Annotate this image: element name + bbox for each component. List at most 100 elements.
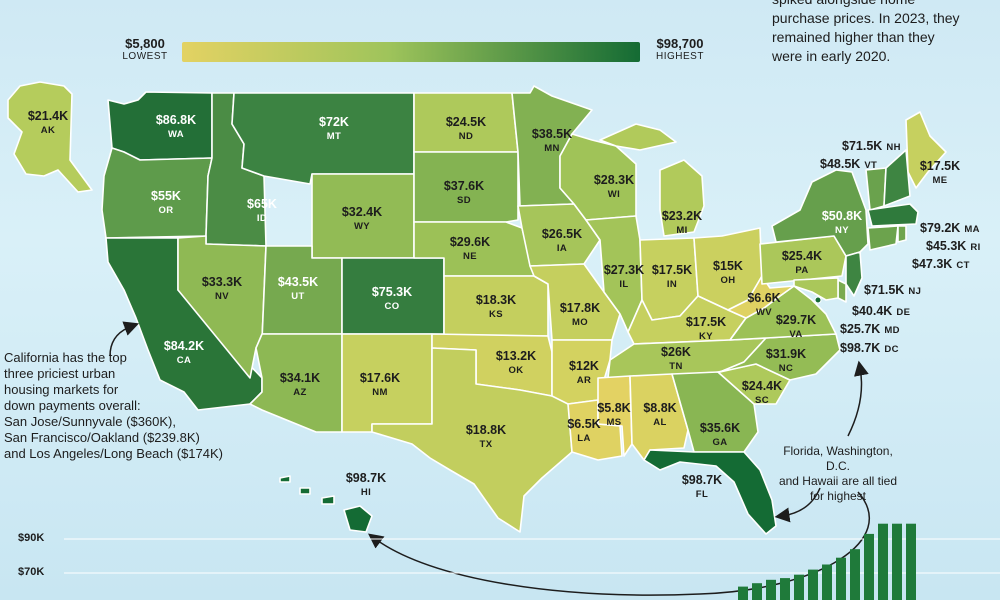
label-FL: $98.7K FL xyxy=(682,473,722,500)
svg-text:$50.8K: $50.8K xyxy=(822,209,862,223)
label-OK: $13.2K OK xyxy=(496,349,536,376)
legend-min: $5,800 LOWEST xyxy=(112,36,178,62)
state-VT xyxy=(865,167,887,211)
state-HI xyxy=(343,505,373,533)
label-NE: $29.6K NE xyxy=(450,235,490,262)
note-top-line: purchase prices. In 2023, they xyxy=(772,10,960,26)
state-RI xyxy=(897,225,907,243)
svg-text:WI: WI xyxy=(608,189,620,200)
y-tick-90k: $90K xyxy=(18,532,45,544)
svg-text:$32.4K: $32.4K xyxy=(342,205,382,219)
state-MT xyxy=(231,92,415,185)
svg-text:$8.8K: $8.8K xyxy=(643,401,676,415)
svg-text:IA: IA xyxy=(557,243,567,254)
label-CA: $84.2K CA xyxy=(164,339,204,366)
svg-text:$27.3K: $27.3K xyxy=(604,263,644,277)
label-ND: $24.5K ND xyxy=(446,115,486,142)
svg-text:MO: MO xyxy=(572,317,588,328)
label-WY: $32.4K WY xyxy=(342,205,382,232)
note-top-line: were in early 2020. xyxy=(772,48,891,64)
svg-text:$28.3K: $28.3K xyxy=(594,173,634,187)
svg-text:$17.5K: $17.5K xyxy=(920,159,960,173)
svg-text:$33.3K: $33.3K xyxy=(202,275,242,289)
arrow-dc xyxy=(847,360,869,437)
svg-text:$17.6K: $17.6K xyxy=(360,371,400,385)
state-labels: $21.4K AK $86.8K WA $55K OR $84.2K CA $65K ID… xyxy=(28,109,960,500)
svg-text:OR: OR xyxy=(158,205,173,216)
svg-text:$98.7K: $98.7K xyxy=(682,473,722,487)
svg-text:$21.4K: $21.4K xyxy=(28,109,68,123)
svg-text:KS: KS xyxy=(489,309,503,320)
label-WA: $86.8K WA xyxy=(156,113,196,140)
svg-text:MS: MS xyxy=(606,417,621,428)
svg-text:$38.5K: $38.5K xyxy=(532,127,572,141)
color-legend: $5,800 LOWEST $98,700 HIGHEST xyxy=(112,36,722,70)
label-OH: $15K OH xyxy=(713,259,743,286)
svg-text:$26.5K: $26.5K xyxy=(542,227,582,241)
label-TN: $26K TN xyxy=(661,345,691,372)
label-CT: $47.3K CT xyxy=(912,257,970,271)
bar xyxy=(766,579,776,600)
legend-gradient-bar xyxy=(182,42,640,62)
label-NM: $17.6K NM xyxy=(360,371,400,398)
svg-text:OH: OH xyxy=(720,275,735,286)
state-MA xyxy=(867,203,919,227)
svg-text:VA: VA xyxy=(789,329,802,340)
svg-text:$17.5K: $17.5K xyxy=(652,263,692,277)
svg-text:SD: SD xyxy=(457,195,471,206)
svg-text:$5.8K: $5.8K xyxy=(597,401,630,415)
bottom-bar-chart xyxy=(64,523,1000,600)
svg-text:NV: NV xyxy=(215,291,229,302)
label-WV: $6.6K WV xyxy=(747,291,780,318)
legend-min-label: LOWEST xyxy=(122,51,168,62)
svg-text:$23.2K: $23.2K xyxy=(662,209,702,223)
svg-text:NE: NE xyxy=(463,251,477,262)
label-OR: $55K OR xyxy=(151,189,181,216)
svg-text:MI: MI xyxy=(676,225,687,236)
label-AK: $21.4K AK xyxy=(28,109,68,136)
label-MT: $72K MT xyxy=(319,115,349,142)
label-UT: $43.5K UT xyxy=(278,275,318,302)
svg-text:$75.3K: $75.3K xyxy=(372,285,412,299)
svg-text:FL: FL xyxy=(696,489,708,500)
svg-text:NC: NC xyxy=(779,363,794,374)
label-ID: $65K ID xyxy=(247,197,277,224)
note-ca-line: San Francisco/Oakland ($239.8K) xyxy=(4,430,200,445)
y-tick-70k: $70K xyxy=(18,566,45,578)
svg-text:ND: ND xyxy=(459,131,474,142)
svg-text:OK: OK xyxy=(508,365,523,376)
svg-text:ME: ME xyxy=(932,175,947,186)
svg-text:WA: WA xyxy=(168,129,184,140)
label-MD: $25.7K MD xyxy=(840,322,900,336)
svg-text:$6.6K: $6.6K xyxy=(747,291,780,305)
label-NC: $31.9K NC xyxy=(766,347,806,374)
label-IA: $26.5K IA xyxy=(542,227,582,254)
legend-min-value: $5,800 xyxy=(125,36,165,51)
bar xyxy=(850,549,860,600)
state-DE xyxy=(837,279,847,303)
bar xyxy=(780,578,790,600)
svg-text:HI: HI xyxy=(361,487,371,498)
state-NH xyxy=(883,149,911,207)
note-ca-line: and Los Angeles/Long Beach ($174K) xyxy=(4,446,224,461)
note-ca-line: California has the top xyxy=(4,350,127,365)
state-AK xyxy=(7,81,93,193)
svg-text:CA: CA xyxy=(177,355,192,366)
note-tied-highest: Florida, Washington, D.C. and Hawaii are… xyxy=(778,444,898,504)
svg-text:$13.2K: $13.2K xyxy=(496,349,536,363)
label-VT: $48.5K VT xyxy=(820,157,877,171)
svg-text:$31.9K: $31.9K xyxy=(766,347,806,361)
svg-text:IN: IN xyxy=(667,279,677,290)
label-SC: $24.4K SC xyxy=(742,379,782,406)
svg-text:UT: UT xyxy=(291,291,304,302)
svg-text:$43.5K: $43.5K xyxy=(278,275,318,289)
svg-text:$65K: $65K xyxy=(247,197,277,211)
svg-text:SC: SC xyxy=(755,395,769,406)
state-HI-island xyxy=(321,495,335,505)
svg-text:TN: TN xyxy=(669,361,682,372)
svg-text:NM: NM xyxy=(372,387,388,398)
state-SD xyxy=(413,151,519,223)
bar xyxy=(864,533,874,600)
state-ME xyxy=(905,111,947,189)
legend-max-value: $98,700 xyxy=(656,36,704,51)
